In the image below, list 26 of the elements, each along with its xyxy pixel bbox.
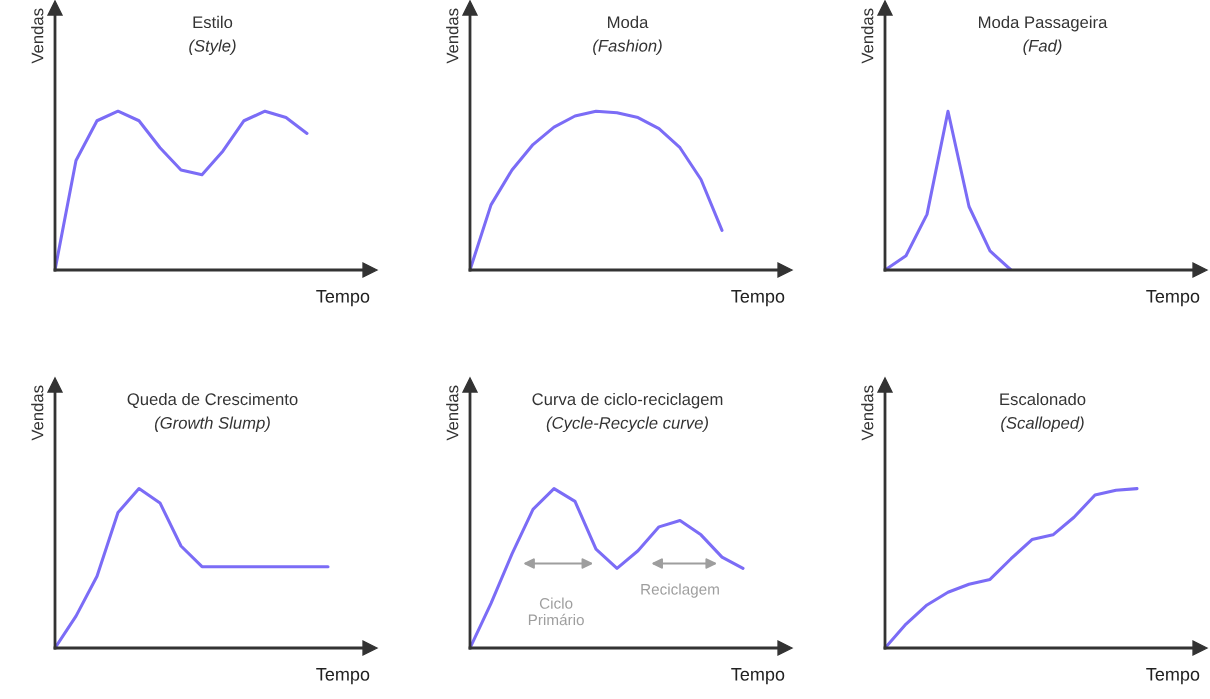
chart-title: Estilo: [193, 15, 233, 29]
x-axis-title: Tempo: [1146, 290, 1200, 307]
chart-subtitle: (Style): [189, 39, 236, 55]
y-axis-title: Vendas: [31, 8, 44, 64]
y-axis-title: Vendas: [31, 385, 44, 441]
chart-title: Escalonado: [1000, 392, 1086, 406]
annotation: Reciclagem: [641, 583, 719, 598]
y-axis-title: Vendas: [861, 385, 874, 441]
chart-subtitle: (Fashion): [593, 39, 662, 55]
annotation: Ciclo Primário: [528, 597, 584, 626]
x-axis-title: Tempo: [731, 668, 785, 685]
y-axis-title: Vendas: [446, 385, 459, 441]
y-axis-title: Vendas: [861, 8, 874, 64]
x-axis-title: Tempo: [316, 668, 370, 685]
x-axis-title: Tempo: [731, 290, 785, 307]
chart-title: Moda Passageira: [979, 15, 1108, 32]
x-axis-title: Tempo: [316, 290, 370, 307]
chart-title: Queda de Crescimento: [127, 392, 298, 409]
y-axis-title: Vendas: [446, 8, 459, 64]
chart-subtitle: (Scalloped): [1001, 416, 1084, 433]
chart-subtitle: (Fad): [1023, 39, 1062, 55]
chart-title: Moda: [608, 15, 649, 29]
x-axis-title: Tempo: [1146, 668, 1200, 685]
chart-title: Curva de ciclo-reciclagem: [532, 392, 723, 409]
chart-subtitle: (Cycle-Recycle curve): [546, 416, 708, 433]
chart-subtitle: (Growth Slump): [154, 416, 270, 433]
